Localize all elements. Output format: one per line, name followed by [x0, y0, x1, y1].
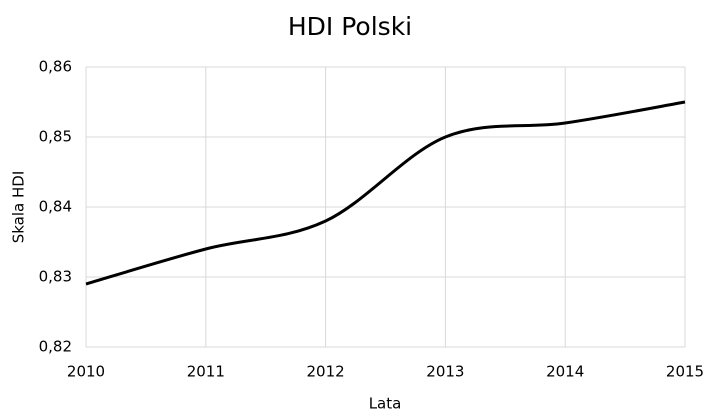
x-tick-label: 2015 — [666, 363, 704, 381]
x-tick-label: 2012 — [307, 363, 345, 381]
y-tick-label: 0,85 — [39, 128, 72, 146]
chart-title: HDI Polski — [288, 12, 412, 41]
y-tick-label: 0,86 — [39, 58, 72, 76]
y-tick-label: 0,84 — [39, 198, 72, 216]
data-line — [85, 100, 686, 286]
x-tick-label: 2010 — [67, 363, 105, 381]
y-tick-label: 0,83 — [39, 268, 72, 286]
x-tick-label: 2013 — [426, 363, 464, 381]
y-axis-label: Skala HDI — [10, 171, 28, 244]
y-tick-label: 0,82 — [39, 338, 72, 356]
x-tick-label: 2011 — [187, 363, 225, 381]
x-axis-label: Lata — [369, 395, 402, 410]
x-tick-label: 2014 — [546, 363, 584, 381]
